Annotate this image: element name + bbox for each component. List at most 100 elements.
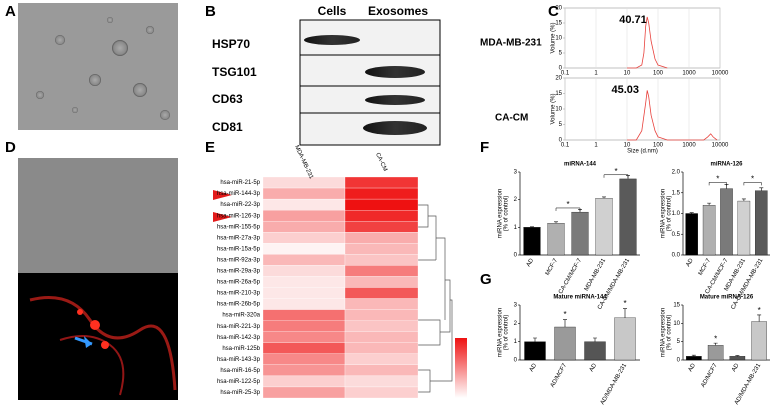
heat-cell	[344, 331, 419, 343]
row-label: hsa-miR-155-5p	[217, 224, 261, 230]
x-tick-label: MDA-MB-231	[584, 257, 608, 292]
error-bar	[757, 314, 762, 322]
heat-cell	[344, 232, 419, 244]
y-tick-label: 15	[555, 91, 562, 97]
heat-cell	[262, 198, 346, 211]
dendrogram	[418, 204, 453, 393]
x-tick-label: AD	[589, 362, 599, 373]
x-tick-label: 1000	[682, 71, 696, 77]
error-bar	[530, 226, 534, 228]
y-tick-label: 1.5	[672, 190, 681, 196]
heat-cell	[344, 375, 419, 388]
panel-letter: E	[205, 139, 215, 156]
bar	[547, 223, 565, 256]
error-bar	[707, 202, 712, 206]
western-blot	[299, 19, 441, 146]
y-axis-label: (% of control)	[504, 315, 510, 351]
y-tick-label: 0	[559, 138, 563, 144]
significance-mark: *	[623, 299, 626, 308]
heat-cell	[344, 298, 419, 310]
significance-mark: *	[566, 200, 569, 209]
heat-cell	[262, 342, 346, 354]
row-label: hsa-miR-29a-3p	[217, 269, 261, 275]
y-tick-label: 0.0	[672, 253, 681, 259]
row-label: hsa-miR-15a-5p	[217, 246, 261, 252]
error-bar	[735, 355, 740, 357]
x-tick-label: AD	[526, 257, 536, 268]
blot-row: TSG101	[212, 65, 257, 79]
heat-cell	[262, 364, 346, 377]
significance-mark: *	[758, 306, 761, 315]
blot-row: HSP70	[212, 37, 250, 51]
x-axis-label: Size (d.nm)	[627, 149, 658, 155]
y-axis-label: Volume (%)	[551, 93, 557, 124]
y-axis-label: miRNA expression	[661, 189, 667, 238]
column-label: CA-CM	[374, 152, 388, 172]
error-bar	[759, 187, 764, 191]
x-tick-label: 100	[653, 71, 664, 77]
row-label: hsa-miR-122-5p	[217, 379, 261, 385]
panel-letter: F	[480, 139, 489, 156]
significance-bracket	[708, 182, 727, 186]
row-label: hsa-miR-143-3p	[217, 357, 261, 363]
error-bar	[623, 308, 627, 318]
y-tick-label: 15	[555, 21, 562, 27]
x-tick-label: 10000	[712, 71, 729, 77]
arrowhead	[213, 190, 232, 200]
arrowhead	[213, 212, 232, 222]
heat-cell	[262, 187, 346, 200]
significance-mark: *	[751, 174, 754, 183]
y-axis-label: (% of control)	[667, 315, 673, 351]
blot-column: Exosomes	[368, 4, 428, 18]
y-tick-label: 0	[677, 358, 681, 364]
bar	[729, 356, 746, 361]
row-label: hsa-miR-21-5p	[220, 180, 260, 186]
row-label: hsa-miR-16-5p	[220, 368, 260, 374]
size-curve	[627, 16, 668, 69]
heat-cell	[262, 309, 346, 321]
row-label: hsa-miR-221-3p	[217, 324, 261, 330]
heat-cell	[262, 176, 346, 189]
y-axis-label: miRNA expression	[661, 308, 667, 357]
error-bar	[554, 221, 558, 224]
x-tick-label: CA-CM/MCF-7	[558, 257, 583, 295]
y-tick-label: 0	[559, 66, 563, 72]
bar	[707, 345, 724, 361]
row-label: hsa-miR-26a-5p	[217, 280, 261, 286]
heat-cell	[344, 276, 419, 288]
heat-cell	[262, 386, 346, 399]
y-tick-label: 20	[555, 6, 562, 12]
significance-bracket	[555, 207, 581, 211]
y-tick-label: 1	[514, 339, 518, 345]
heat-cell	[262, 298, 346, 310]
x-tick-label: AD	[731, 362, 741, 373]
blot-column: Cells	[318, 4, 347, 18]
error-bar	[593, 337, 597, 342]
error-bar	[713, 342, 718, 346]
heat-cell	[262, 265, 346, 277]
error-bar	[741, 198, 746, 202]
heat-cell	[262, 254, 346, 266]
y-tick-label: 1.0	[672, 211, 681, 217]
y-tick-label: 20	[555, 76, 562, 82]
heat-cell	[262, 209, 346, 222]
y-tick-label: 10	[555, 107, 562, 113]
row-label: hsa-miR-25-3p	[220, 390, 260, 396]
x-tick-label: MCF-7	[698, 257, 713, 276]
heat-cell	[262, 320, 346, 332]
panel-letter: D	[5, 139, 16, 156]
bar	[755, 190, 768, 256]
bar	[685, 213, 698, 256]
x-tick-label: AD	[529, 362, 539, 373]
bar	[751, 321, 767, 361]
bar	[737, 200, 751, 256]
heat-cell	[262, 221, 346, 233]
panel-letter: A	[5, 3, 16, 20]
error-bar	[689, 212, 694, 214]
y-tick-label: 1	[514, 225, 518, 231]
bar	[614, 317, 636, 361]
heat-cell	[344, 364, 419, 377]
plot-frame	[564, 77, 721, 141]
row-label: hsa-miR-92a-3p	[217, 257, 261, 263]
